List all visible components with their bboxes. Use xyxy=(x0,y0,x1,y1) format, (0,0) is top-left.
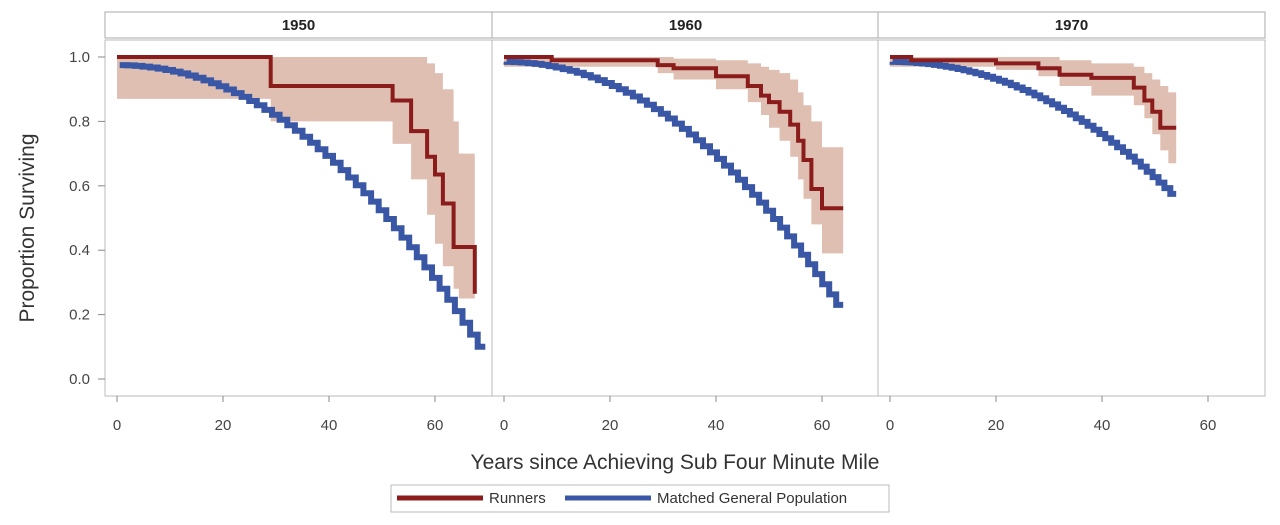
series-general-population xyxy=(119,62,486,350)
y-tick-label: 0.6 xyxy=(69,178,90,195)
panel-title-strip xyxy=(877,11,1266,39)
y-tick-label: 0.8 xyxy=(69,113,90,130)
series-runners xyxy=(117,55,477,294)
series-general-population xyxy=(889,58,1177,197)
panel-title: 1970 xyxy=(1055,17,1088,34)
panel-title-strip xyxy=(491,11,880,39)
x-tick-label: 40 xyxy=(321,417,338,434)
series-runners xyxy=(890,55,1177,130)
x-tick-label: 60 xyxy=(1200,417,1217,434)
plot-area xyxy=(877,39,1266,397)
legend-label-runners: Runners xyxy=(489,490,546,507)
x-tick-label: 0 xyxy=(113,417,121,434)
x-tick-label: 60 xyxy=(427,417,444,434)
panel-1960: 1960 xyxy=(491,11,880,397)
x-tick-label: 40 xyxy=(1094,417,1111,434)
x-tick-label: 0 xyxy=(500,417,508,434)
panel-title-strip xyxy=(104,11,493,39)
panel-title: 1950 xyxy=(282,17,315,34)
y-tick-label: 0.0 xyxy=(69,371,90,388)
x-tick-label: 0 xyxy=(886,417,894,434)
y-tick-label: 1.0 xyxy=(69,49,90,66)
y-axis-title: Proportion Surviving xyxy=(16,133,39,322)
series-runners xyxy=(504,55,844,211)
x-tick-label: 20 xyxy=(988,417,1005,434)
x-axis-title: Years since Achieving Sub Four Minute Mi… xyxy=(471,451,880,474)
x-tick-label: 20 xyxy=(602,417,619,434)
panel-1950: 1950 xyxy=(104,11,493,397)
y-tick-label: 0.4 xyxy=(69,242,90,259)
legend: Runners Matched General Population xyxy=(390,484,890,513)
x-tick-label: 40 xyxy=(708,417,725,434)
ci-band-runners xyxy=(890,57,1177,164)
panel-title: 1960 xyxy=(669,17,702,34)
ci-band-runners xyxy=(117,57,475,347)
x-tick-label: 60 xyxy=(814,417,831,434)
legend-label-general-population: Matched General Population xyxy=(657,490,847,507)
panel-1970: 1970 xyxy=(877,11,1266,397)
series-general-population xyxy=(503,58,844,308)
y-tick-label: 0.2 xyxy=(69,307,90,324)
x-tick-label: 20 xyxy=(215,417,232,434)
